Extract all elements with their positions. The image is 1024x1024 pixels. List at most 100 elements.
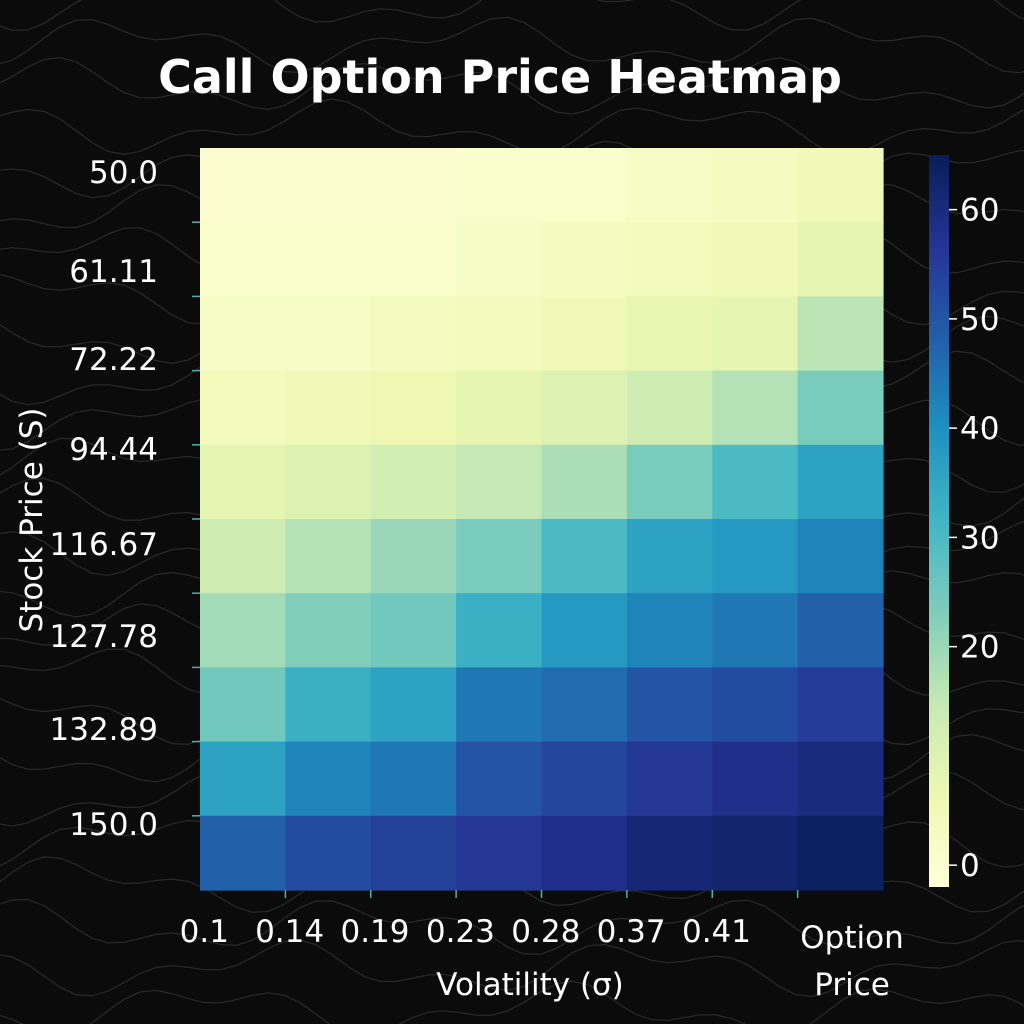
colorbar-tick-label: 50	[960, 302, 999, 338]
heatmap-cell	[456, 815, 543, 891]
heatmap-cell	[285, 519, 372, 594]
heatmap-cell	[541, 370, 628, 446]
heatmap-cell	[797, 148, 884, 223]
heatmap-cell	[200, 296, 286, 372]
heatmap-cell	[541, 741, 628, 817]
heatmap-cell	[370, 593, 457, 668]
y-tick-label: 116.67	[50, 527, 158, 563]
heatmap-cell	[456, 222, 543, 297]
heatmap-cell	[200, 444, 286, 520]
heatmap-cell	[285, 370, 372, 446]
heatmap-cell	[456, 519, 543, 594]
heatmap-cell	[541, 222, 628, 297]
heatmap-cell	[200, 148, 286, 223]
heatmap-cell	[370, 667, 457, 743]
heatmap-cell	[712, 444, 799, 520]
heatmap-cell	[200, 519, 286, 594]
x-tick-label: 0.28	[511, 914, 580, 950]
heatmap-cell	[200, 222, 286, 297]
heatmap-cell	[370, 296, 457, 372]
colorbar-tick-label: 60	[960, 193, 999, 229]
heatmap-cell	[456, 593, 543, 668]
heatmap-cell	[712, 148, 799, 223]
colorbar-tick-label: 30	[960, 520, 999, 556]
heatmap-cell	[626, 815, 713, 891]
heatmap-cell	[797, 296, 884, 372]
heatmap-cell	[285, 148, 372, 223]
heatmap-cell	[541, 148, 628, 223]
heatmap-cell	[200, 593, 286, 668]
y-axis-label: Stock Price (S)	[14, 408, 50, 633]
heatmap-cell	[797, 815, 884, 891]
heatmap-cell	[797, 741, 884, 817]
heatmap-cell	[200, 667, 286, 743]
heatmap-cell	[797, 519, 884, 594]
x-tick-label: 0.19	[340, 914, 409, 950]
heatmap-cell	[285, 593, 372, 668]
y-axis-ticks: 50.0 61.11 72.22 94.44 116.67 127.78 132.89 150…	[50, 155, 200, 843]
heatmap-cell	[626, 296, 713, 372]
heatmap-cell	[712, 593, 799, 668]
y-tick-label: 132.89	[50, 712, 158, 748]
heatmap-cell	[456, 148, 543, 223]
heatmap-cell	[541, 519, 628, 594]
heatmap-cell	[541, 593, 628, 668]
x-axis-label: Volatility (σ)	[436, 967, 624, 1003]
heatmap-cell	[626, 519, 713, 594]
x-extra-label-line1: Option	[800, 920, 903, 956]
x-tick-label: 0.23	[426, 914, 495, 950]
heatmap-cell	[712, 519, 799, 594]
heatmap-cell	[370, 741, 457, 817]
heatmap-cell	[541, 815, 628, 891]
heatmap-cell	[200, 741, 286, 817]
x-tick-label: 0.37	[597, 914, 666, 950]
heatmap-cell	[285, 444, 372, 520]
colorbar-ticks: 0 20 30 40 50 60	[949, 193, 999, 884]
heatmap-cell	[285, 296, 372, 372]
colorbar-tick-label: 40	[960, 411, 999, 447]
heatmap-cell	[456, 667, 543, 743]
colorbar	[929, 155, 949, 887]
colorbar-tick-label: 0	[960, 848, 980, 884]
heatmap-cell	[456, 370, 543, 446]
heatmap-cell	[285, 741, 372, 817]
heatmap-cell	[456, 444, 543, 520]
heatmap-cell	[541, 444, 628, 520]
x-extra-label-line2: Price	[814, 967, 890, 1003]
heatmap-cell	[797, 593, 884, 668]
x-tick-label: 0.1	[180, 914, 229, 950]
heatmap-cell	[456, 741, 543, 817]
heatmap-cell	[626, 741, 713, 817]
heatmap-cell	[712, 222, 799, 297]
heatmap-cell	[797, 667, 884, 743]
x-axis-ticks: 0.1 0.14 0.19 0.23 0.28 0.37 0.41	[180, 890, 799, 950]
heatmap-cell	[285, 222, 372, 297]
heatmap-cell	[456, 296, 543, 372]
y-tick-label: 94.44	[69, 432, 158, 468]
heatmap-cell	[712, 667, 799, 743]
heatmap-cell	[370, 444, 457, 520]
colorbar-tick-label: 20	[960, 630, 999, 666]
heatmap-cells	[200, 148, 884, 891]
heatmap-cell	[370, 519, 457, 594]
heatmap-cell	[200, 370, 286, 446]
heatmap-cell	[370, 148, 457, 223]
heatmap-cell	[712, 370, 799, 446]
heatmap-cell	[712, 815, 799, 891]
heatmap-cell	[626, 593, 713, 668]
heatmap-cell	[541, 667, 628, 743]
y-tick-label: 150.0	[69, 807, 158, 843]
heatmap-cell	[626, 444, 713, 520]
heatmap-cell	[626, 148, 713, 223]
heatmap-cell	[712, 296, 799, 372]
heatmap-cell	[797, 370, 884, 446]
heatmap-cell	[285, 667, 372, 743]
x-tick-label: 0.41	[682, 914, 751, 950]
y-tick-label: 50.0	[89, 155, 158, 191]
heatmap-cell	[541, 296, 628, 372]
heatmap-cell	[626, 222, 713, 297]
x-tick-label: 0.14	[255, 914, 324, 950]
heatmap-cell	[626, 370, 713, 446]
heatmap-cell	[200, 815, 286, 891]
